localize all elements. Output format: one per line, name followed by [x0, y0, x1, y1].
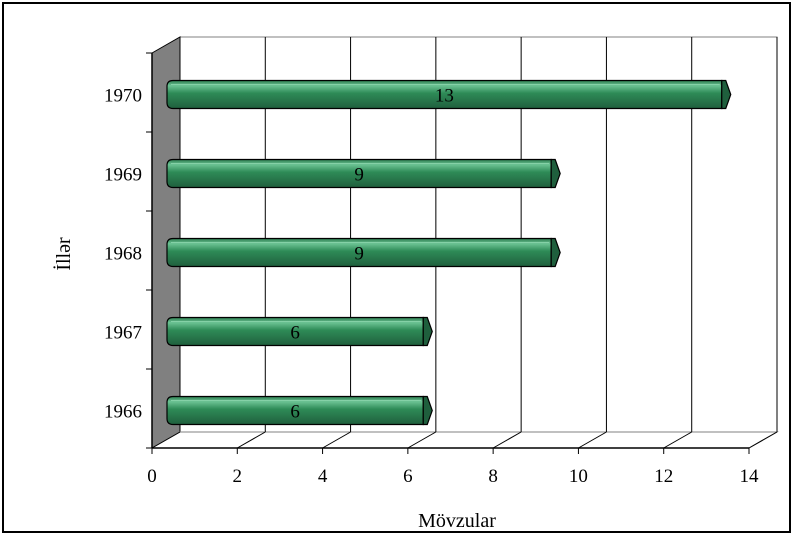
y-tick-label: 1970	[104, 86, 142, 107]
y-tick-label: 1969	[104, 165, 142, 186]
floor-gridline	[237, 431, 266, 449]
x-axis-title: Mövzular	[418, 510, 496, 532]
y-tick-label: 1966	[104, 402, 142, 423]
floor-gridline	[322, 431, 351, 449]
bar-end-cap	[721, 79, 732, 110]
bar-group: 13	[166, 79, 732, 110]
data-label: 9	[354, 165, 364, 186]
bar-group: 6	[166, 395, 433, 426]
bar	[166, 316, 424, 347]
bar	[166, 395, 424, 426]
y-tick-label: 1967	[104, 323, 142, 344]
x-tick-label: 2	[233, 466, 243, 487]
data-label: 6	[290, 402, 300, 423]
x-tick-label: 4	[318, 466, 328, 487]
floor-gridline	[663, 431, 692, 449]
floor-gridline	[151, 431, 181, 449]
bar	[166, 158, 552, 189]
bar-end-cap	[422, 316, 433, 347]
bar	[166, 237, 552, 268]
floor-gridline	[578, 431, 607, 449]
floor	[150, 431, 779, 449]
x-tick-label: 12	[654, 466, 673, 487]
data-label: 9	[354, 244, 364, 265]
bar	[166, 79, 723, 110]
bar-end-cap	[550, 237, 561, 268]
floor-gridline	[492, 431, 522, 449]
data-label: 6	[290, 323, 300, 344]
x-tick-label: 14	[740, 466, 760, 487]
x-tick-label: 10	[569, 466, 588, 487]
y-axis-title: İllər	[52, 237, 75, 271]
bars: 13 9 9 6 6	[166, 79, 732, 426]
bar-end-cap	[422, 395, 433, 426]
data-label: 13	[435, 86, 454, 107]
bar-group: 9	[166, 158, 561, 189]
x-tick-label: 8	[488, 466, 498, 487]
bar-group: 6	[166, 316, 433, 347]
bar-group: 9	[166, 237, 561, 268]
floor-gridline	[407, 431, 437, 449]
x-tick-label: 0	[147, 466, 157, 487]
y-tick-label: 1968	[104, 244, 142, 265]
axes: 0 2 4 6 8 10 12 14 1970 1969 1968 1967 1966	[104, 52, 760, 487]
bar-end-cap	[550, 158, 561, 189]
x-tick-label: 6	[403, 466, 413, 487]
floor-gridline	[748, 431, 778, 449]
